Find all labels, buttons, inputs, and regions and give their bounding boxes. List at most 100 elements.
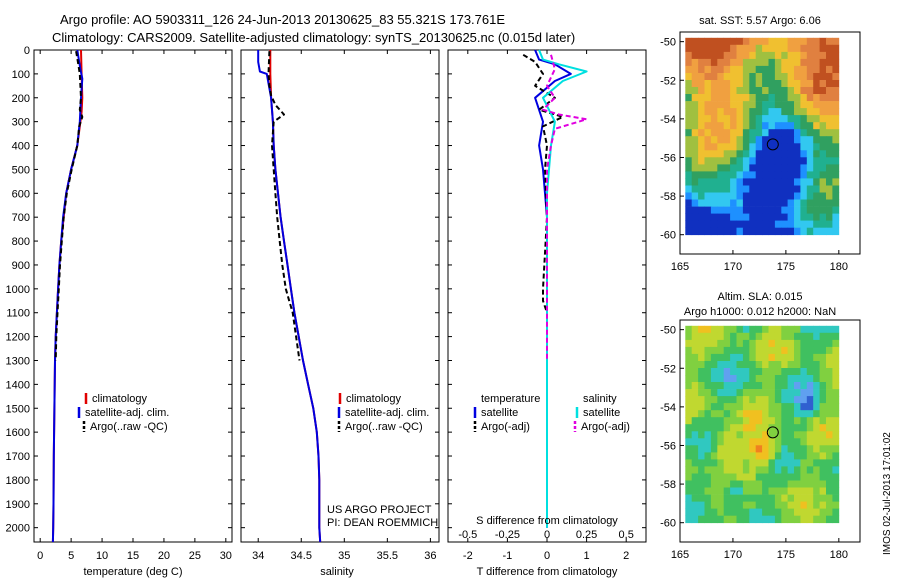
heatmap-cell (717, 192, 725, 200)
heatmap-cell (800, 339, 808, 348)
heatmap-cell (736, 339, 744, 348)
heatmap-cell (762, 466, 769, 474)
heatmap-cell (768, 58, 776, 67)
heatmap-cell (685, 73, 693, 81)
heatmap-cell (774, 382, 782, 390)
heatmap-cell (704, 122, 712, 130)
legend-label-t-argo: Argo(-adj) (481, 421, 530, 433)
heatmap-cell (768, 227, 776, 236)
heatmap-cell (736, 44, 744, 53)
heatmap-cell (723, 445, 731, 453)
heatmap-cell (717, 143, 725, 151)
heatmap-cell (806, 157, 814, 165)
heatmap-cell (685, 185, 693, 193)
heatmap-cell (774, 452, 782, 460)
heatmap-cell (826, 346, 833, 355)
heatmap-cell (768, 508, 776, 516)
heatmap-cell (800, 361, 808, 369)
heatmap-cell (698, 473, 705, 481)
heatmap-cell (813, 389, 820, 397)
heatmap-cell (794, 157, 801, 165)
heatmap-cell (813, 325, 820, 334)
heatmap-cell (685, 213, 693, 221)
heatmap-cell (723, 480, 731, 488)
heatmap-cell (832, 382, 840, 390)
heatmap-cell (685, 129, 693, 137)
heatmap-cell (800, 515, 808, 524)
heatmap-cell (832, 185, 840, 193)
heatmap-cell (730, 101, 737, 109)
sla-map-title: Altim. SLA: 0.015 (718, 291, 803, 303)
x-tick-label: 30 (220, 550, 232, 562)
heatmap-cell (781, 473, 789, 481)
heatmap-cell (762, 452, 769, 460)
lat-tick-label: -60 (660, 518, 676, 530)
heatmap-cell (762, 73, 769, 81)
heatmap-cell (742, 101, 750, 109)
heatmap-cell (717, 58, 725, 67)
heatmap-cell (806, 375, 814, 383)
heatmap-cell (749, 94, 757, 102)
heatmap-cell (755, 44, 763, 53)
x-tick-label: 35.5 (377, 550, 398, 562)
heatmap-cell (781, 501, 789, 509)
heatmap-cell (768, 346, 776, 355)
heatmap-cell (749, 361, 757, 369)
heatmap-cell (800, 473, 808, 481)
heatmap-cell (685, 150, 693, 158)
heatmap-cell (704, 227, 712, 236)
heatmap-cell (717, 122, 725, 130)
heatmap-cell (768, 438, 776, 446)
heatmap-cell (685, 508, 693, 516)
heatmap-cell (787, 431, 795, 439)
heatmap-cell (742, 80, 750, 88)
depth-tick-label: 1800 (6, 475, 30, 487)
heatmap-cell (806, 515, 814, 524)
heatmap-cell (768, 157, 776, 165)
heatmap-cell (704, 494, 712, 502)
heatmap-cell (730, 122, 737, 130)
heatmap-cell (749, 58, 757, 67)
heatmap-cell (768, 459, 776, 467)
heatmap-cell (698, 459, 705, 467)
heatmap-cell (691, 487, 699, 495)
heatmap-cell (742, 417, 750, 425)
heatmap-cell (749, 87, 757, 95)
heatmap-cell (781, 44, 789, 53)
heatmap-cell (749, 480, 757, 488)
heatmap-cell (704, 480, 712, 488)
heatmap-cell (800, 227, 808, 236)
heatmap-cell (749, 417, 757, 425)
heatmap-cell (755, 206, 763, 214)
heatmap-cell (819, 396, 827, 404)
heatmap-cell (749, 44, 757, 53)
heatmap-cell (762, 459, 769, 467)
heatmap-cell (730, 150, 737, 158)
heatmap-cell (768, 501, 776, 509)
heatmap-cell (774, 94, 782, 102)
heatmap-cell (774, 227, 782, 236)
heatmap-cell (800, 466, 808, 474)
lon-tick-label: 165 (671, 549, 689, 561)
heatmap-cell (710, 480, 718, 488)
heatmap-cell (736, 171, 744, 179)
heatmap-cell (832, 115, 840, 123)
heatmap-cell (800, 108, 808, 116)
heatmap-cell (685, 115, 693, 123)
heatmap-cell (704, 339, 712, 348)
heatmap-cell (704, 325, 712, 334)
heatmap-cell (742, 122, 750, 130)
heatmap-cell (736, 445, 744, 453)
series-line-satellite-adj-clim- (257, 50, 322, 543)
heatmap-cell (749, 332, 757, 341)
heatmap-cell (800, 94, 808, 102)
heatmap-cell (826, 101, 833, 109)
heatmap-cell (749, 199, 757, 207)
heatmap-cell (787, 65, 795, 74)
heatmap-cell (717, 368, 725, 376)
heatmap-cell (704, 80, 712, 88)
heatmap-cell (742, 339, 750, 348)
heatmap-cell (710, 452, 718, 460)
heatmap-cell (742, 206, 750, 214)
heatmap-cell (794, 515, 801, 524)
